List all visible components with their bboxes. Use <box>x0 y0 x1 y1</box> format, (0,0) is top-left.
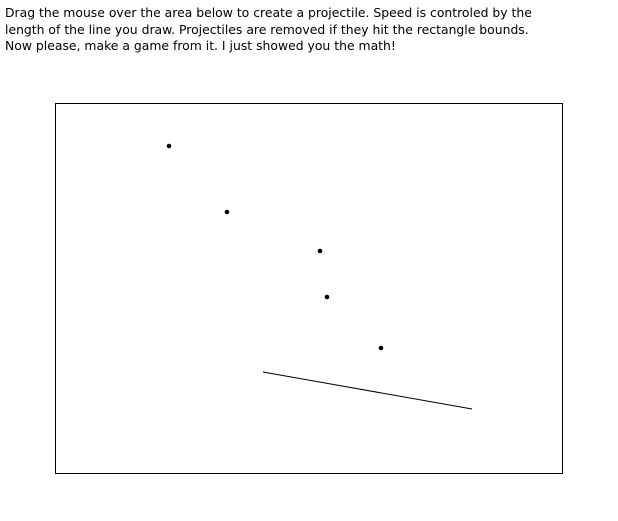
instructions-text: Drag the mouse over the area below to cr… <box>5 5 610 55</box>
projectile-canvas[interactable] <box>55 103 563 474</box>
projectile-scene <box>166 143 473 410</box>
projectile <box>224 209 230 215</box>
projectile <box>324 294 330 300</box>
instructions-line-1: Drag the mouse over the area below to cr… <box>5 5 532 20</box>
projectile <box>317 248 323 254</box>
drag-line <box>262 371 473 410</box>
projectile <box>378 345 384 351</box>
projectile <box>166 143 172 149</box>
instructions-line-3: Now please, make a game from it. I just … <box>5 38 396 53</box>
instructions-line-2: length of the line you draw. Projectiles… <box>5 21 529 37</box>
